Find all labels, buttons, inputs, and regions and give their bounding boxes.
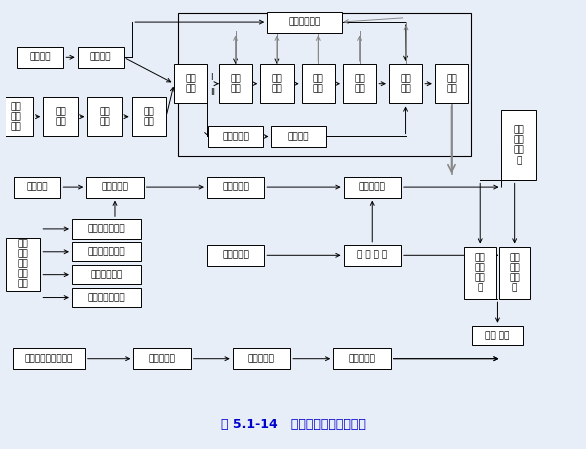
FancyBboxPatch shape [132, 97, 166, 136]
FancyBboxPatch shape [0, 97, 33, 136]
Text: 其它预埋件组装: 其它预埋件组装 [87, 247, 125, 256]
FancyBboxPatch shape [333, 348, 391, 369]
Text: 铣削至终孔: 铣削至终孔 [222, 132, 249, 141]
Text: 抓斗
开孔: 抓斗 开孔 [185, 74, 196, 93]
FancyBboxPatch shape [343, 245, 401, 266]
FancyBboxPatch shape [302, 64, 335, 104]
FancyBboxPatch shape [13, 348, 85, 369]
FancyBboxPatch shape [43, 97, 77, 136]
Text: 组装预埋灌浆管: 组装预埋灌浆管 [87, 224, 125, 233]
Text: 墙下
灌浆
施工
工: 墙下 灌浆 施工 工 [475, 253, 486, 292]
FancyBboxPatch shape [472, 326, 523, 345]
Text: 测斜预埋管组装: 测斜预埋管组装 [87, 293, 125, 302]
FancyBboxPatch shape [343, 64, 376, 104]
FancyBboxPatch shape [18, 47, 63, 68]
Text: 设备安装: 设备安装 [90, 53, 111, 62]
Text: （预 案）: （预 案） [485, 331, 510, 340]
Text: 仪器率定成型: 仪器率定成型 [90, 270, 122, 279]
Text: 图 5.1-14   地连墙施工工艺流程图: 图 5.1-14 地连墙施工工艺流程图 [220, 418, 366, 431]
FancyBboxPatch shape [233, 348, 290, 369]
Text: 导 管 下 设: 导 管 下 设 [357, 251, 387, 260]
Text: 钢管
监测
仪器
购置
检测: 钢管 监测 仪器 购置 检测 [18, 239, 29, 289]
Text: 浇注
水下
砼成
墙: 浇注 水下 砼成 墙 [513, 126, 524, 165]
Text: 混凝土拌合: 混凝土拌合 [248, 354, 275, 363]
FancyBboxPatch shape [207, 245, 264, 266]
Text: 钢筋笼运输: 钢筋笼运输 [222, 183, 249, 192]
Text: 水泥、砂石骨料进货: 水泥、砂石骨料进货 [25, 354, 73, 363]
Text: 铣削
副孔: 铣削 副孔 [271, 74, 282, 93]
FancyBboxPatch shape [134, 348, 191, 369]
FancyBboxPatch shape [267, 12, 342, 33]
Text: 铣削
主孔: 铣削 主孔 [230, 74, 241, 93]
Text: 混凝土运输: 混凝土运输 [349, 354, 376, 363]
FancyBboxPatch shape [77, 47, 124, 68]
FancyBboxPatch shape [219, 64, 252, 104]
FancyBboxPatch shape [208, 126, 263, 147]
Text: 钢筋笼下设: 钢筋笼下设 [359, 183, 386, 192]
FancyBboxPatch shape [465, 247, 496, 299]
FancyBboxPatch shape [260, 64, 294, 104]
Text: 基岩
鉴定: 基岩 鉴定 [313, 74, 323, 93]
Text: 钢筋进货: 钢筋进货 [27, 183, 48, 192]
FancyBboxPatch shape [502, 110, 536, 180]
FancyBboxPatch shape [499, 247, 530, 299]
Text: I: I [210, 73, 213, 82]
FancyBboxPatch shape [87, 97, 122, 136]
FancyBboxPatch shape [72, 219, 141, 238]
Text: 成槽
验收: 成槽 验收 [355, 74, 365, 93]
FancyBboxPatch shape [86, 176, 144, 198]
Text: 清孔
验收: 清孔 验收 [446, 74, 457, 93]
Text: 施工准备: 施工准备 [29, 53, 51, 62]
Text: II: II [210, 88, 215, 97]
Text: 砼配比试验: 砼配比试验 [149, 354, 175, 363]
FancyBboxPatch shape [271, 126, 326, 147]
Text: 接缝
高喷
施工
工: 接缝 高喷 施工 工 [509, 253, 520, 292]
FancyBboxPatch shape [72, 242, 141, 261]
Text: 制储
泥浆: 制储 泥浆 [99, 107, 110, 126]
FancyBboxPatch shape [435, 64, 468, 104]
Text: 配置砼导管: 配置砼导管 [222, 251, 249, 260]
FancyBboxPatch shape [174, 64, 207, 104]
FancyBboxPatch shape [343, 176, 401, 198]
Text: 配比
试验: 配比 试验 [55, 107, 66, 126]
FancyBboxPatch shape [72, 288, 141, 307]
FancyBboxPatch shape [72, 265, 141, 284]
Text: 钢筋笼加工: 钢筋笼加工 [101, 183, 128, 192]
FancyBboxPatch shape [15, 176, 60, 198]
Text: 泥浆
输送: 泥浆 输送 [144, 107, 154, 126]
FancyBboxPatch shape [207, 176, 264, 198]
FancyBboxPatch shape [389, 64, 422, 104]
Text: 清孔
换浆: 清孔 换浆 [400, 74, 411, 93]
Text: 接头刷洗: 接头刷洗 [288, 132, 309, 141]
Text: 泥浆循环系统: 泥浆循环系统 [288, 18, 321, 26]
Text: 膨润
土等
进货: 膨润 土等 进货 [11, 102, 22, 131]
FancyBboxPatch shape [6, 238, 40, 291]
